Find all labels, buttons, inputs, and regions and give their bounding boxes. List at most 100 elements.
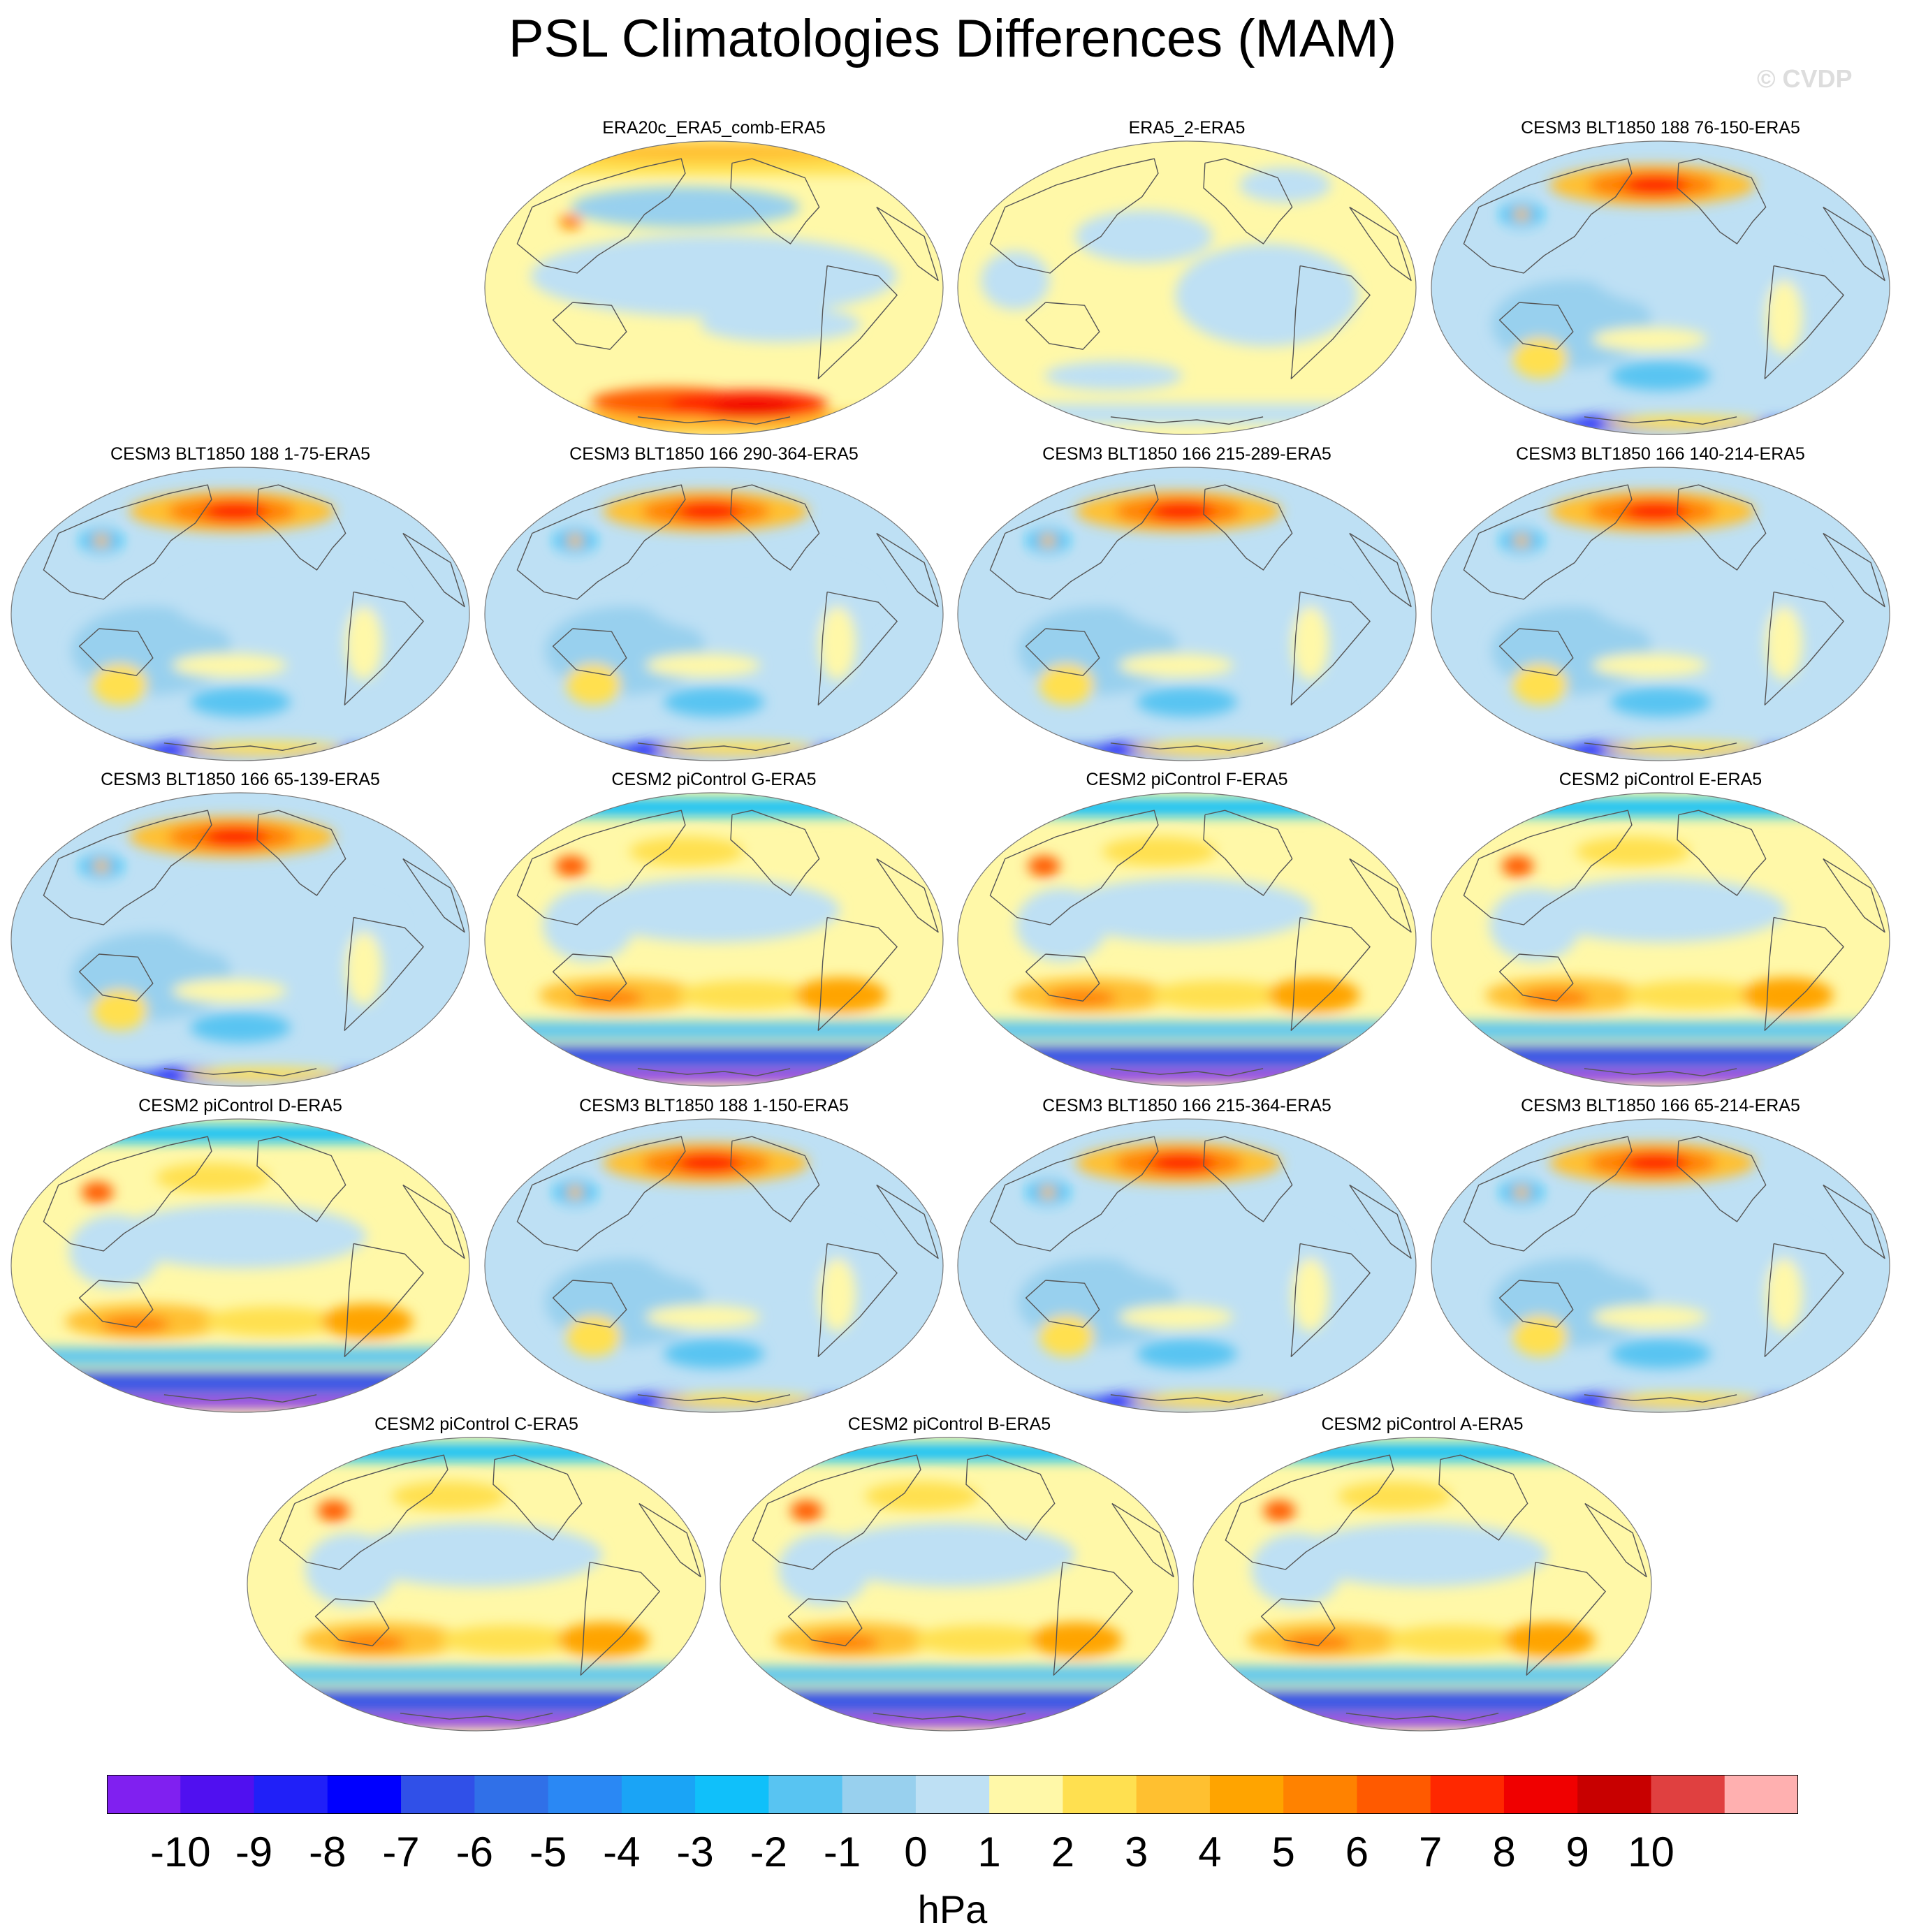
colorbar-swatch	[842, 1775, 917, 1814]
field-contour	[1603, 415, 1763, 430]
panel-title: ERA20c_ERA5_comb-ERA5	[602, 118, 826, 138]
map-field	[957, 467, 1417, 761]
panel-title: ERA5_2-ERA5	[1128, 118, 1246, 138]
panel-title: CESM2 piControl D-ERA5	[138, 1096, 342, 1115]
map-panel: CESM2 piControl D-ERA5	[10, 1095, 470, 1417]
colorbar-swatch	[1357, 1775, 1431, 1814]
field-contour	[1610, 687, 1711, 717]
map-field	[1431, 792, 1890, 1087]
coastline	[1823, 532, 1885, 608]
panel-title: CESM2 piControl F-ERA5	[1086, 770, 1288, 789]
panel-title: CESM2 piControl C-ERA5	[374, 1414, 578, 1434]
map-field	[10, 467, 470, 761]
coastline	[1349, 206, 1412, 281]
map-panel: CESM3 BLT1850 166 215-289-ERA5	[957, 444, 1417, 765]
map-field	[1431, 1118, 1890, 1413]
field-contour	[1575, 837, 1691, 866]
map-border	[484, 467, 944, 761]
map-panel: CESM2 piControl F-ERA5	[957, 769, 1417, 1090]
panel-title: CESM3 BLT1850 166 290-364-ERA5	[569, 444, 859, 464]
map-field	[10, 792, 470, 1087]
field-band	[11, 1347, 469, 1366]
coastline	[1203, 810, 1293, 896]
field-contour	[1512, 337, 1568, 379]
field-band	[1431, 1021, 1890, 1039]
field-contour	[114, 1203, 367, 1269]
field-contour	[1044, 361, 1183, 390]
field-contour	[778, 1532, 870, 1607]
coastline	[402, 532, 465, 608]
field-contour	[1623, 501, 1688, 522]
field-contour	[1337, 1481, 1452, 1511]
coastline	[637, 416, 791, 425]
coastline	[402, 1184, 465, 1259]
map-panel: CESM2 piControl C-ERA5	[247, 1414, 706, 1735]
colorbar-tick-label: -7	[382, 1829, 419, 1875]
field-contour	[1150, 980, 1287, 1010]
field-contour	[663, 1339, 765, 1368]
map-panel: CESM3 BLT1850 188 1-150-ERA5	[484, 1095, 944, 1417]
coastline	[989, 1136, 1159, 1252]
field-contour	[864, 1481, 979, 1511]
coastline	[1290, 265, 1371, 379]
coastline	[752, 1454, 921, 1570]
field-contour	[1512, 664, 1568, 705]
coastline	[1764, 1243, 1844, 1357]
coastline	[1498, 628, 1574, 676]
map-border	[957, 140, 1417, 435]
colorbar-swatch	[1430, 1775, 1505, 1814]
coastline	[876, 1184, 939, 1259]
coastline	[1677, 484, 1767, 571]
field-contour	[1512, 1186, 1531, 1199]
colorbar-swatch	[1283, 1775, 1357, 1814]
colorbar-tick-label: -5	[530, 1829, 567, 1875]
coastline	[965, 1454, 1056, 1541]
map-field	[484, 467, 944, 761]
field-band	[11, 1396, 469, 1408]
panel-title: CESM2 piControl B-ERA5	[847, 1414, 1051, 1434]
coastline	[1290, 1243, 1371, 1357]
colorbar-swatch	[327, 1775, 402, 1814]
coastline	[78, 628, 154, 676]
coastline	[817, 591, 898, 705]
coastline	[876, 206, 939, 281]
field-contour	[203, 826, 268, 847]
coastline	[1584, 742, 1737, 751]
field-contour	[391, 1481, 506, 1511]
field-contour	[587, 877, 840, 943]
coastline	[1584, 1394, 1737, 1403]
coastline	[1203, 1136, 1293, 1222]
field-contour	[987, 1491, 1102, 1516]
map-border	[10, 792, 470, 1087]
coastline	[402, 858, 465, 933]
field-contour	[1385, 1625, 1523, 1655]
field-band	[1193, 1714, 1651, 1727]
coastline	[1111, 1502, 1174, 1578]
field-contour	[1623, 175, 1688, 196]
field-contour	[1102, 837, 1217, 866]
field-band	[1431, 1069, 1890, 1082]
field-contour	[1623, 1152, 1688, 1173]
colorbar-tick-label: 7	[1419, 1829, 1442, 1875]
colorbar-tick-label: -6	[456, 1829, 493, 1875]
field-contour	[819, 1258, 856, 1332]
coastline	[730, 810, 820, 896]
coastline	[516, 484, 686, 600]
field-contour	[1610, 361, 1711, 390]
field-contour	[566, 534, 585, 547]
coastline	[256, 1136, 346, 1222]
field-contour	[1512, 1315, 1568, 1357]
coastline	[1025, 628, 1100, 676]
field-contour	[1268, 977, 1360, 1013]
field-contour	[645, 1214, 875, 1288]
field-contour	[1534, 877, 1787, 943]
field-contour	[1118, 1214, 1348, 1288]
field-contour	[278, 1173, 393, 1197]
colorbar-tick-label: 8	[1492, 1829, 1515, 1875]
panel-title: CESM3 BLT1850 188 76-150-ERA5	[1521, 118, 1800, 138]
field-band	[247, 1443, 706, 1461]
colorbar-tick-label: -10	[150, 1829, 211, 1875]
field-band	[1193, 1666, 1651, 1684]
field-contour	[345, 932, 382, 1006]
field-contour	[1591, 1214, 1821, 1288]
